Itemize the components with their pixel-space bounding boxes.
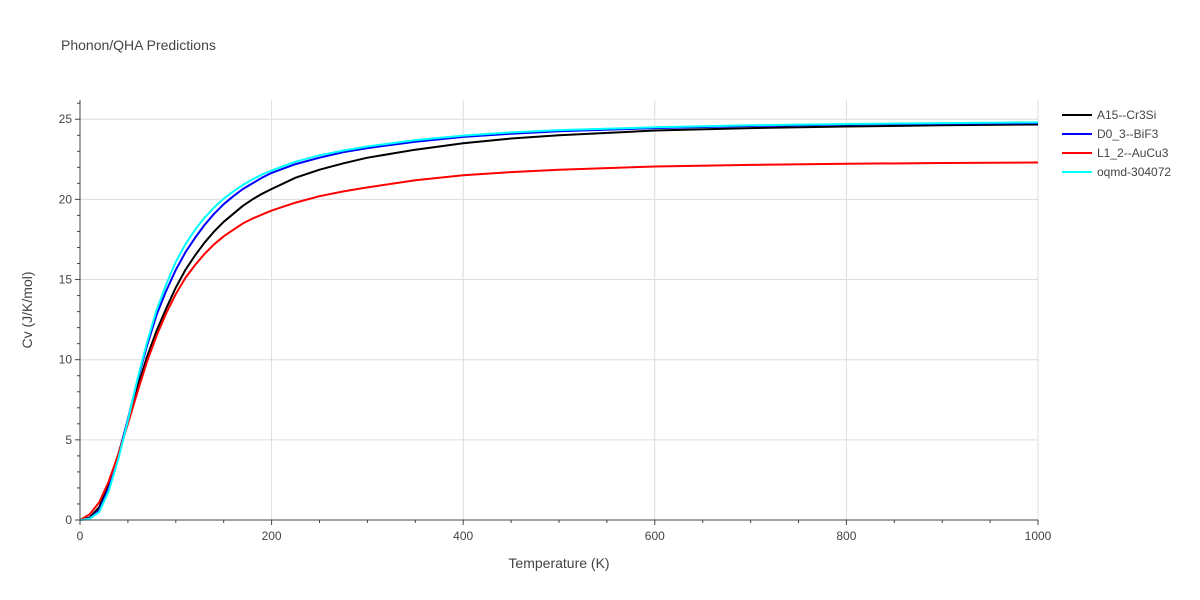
chart-title: Phonon/QHA Predictions [61,37,216,53]
y-tick-label: 25 [59,112,73,126]
series-line-oqmd-304072[interactable] [79,121,1039,521]
y-tick-label: 0 [65,513,72,527]
legend-label: A15--Cr3Si [1097,108,1156,122]
legend-label: D0_3--BiF3 [1097,127,1159,141]
series-line-l1-2-aucu3[interactable] [79,161,1039,521]
x-tick-label: 600 [645,529,665,543]
x-axis-title: Temperature (K) [508,555,609,571]
grid [80,100,1039,520]
x-tick-label: 400 [453,529,473,543]
legend-label: oqmd-304072 [1097,165,1171,179]
legend-item-l1-2-aucu3[interactable]: L1_2--AuCu3 [1062,146,1169,160]
y-axis-title: Cv (J/K/mol) [19,272,35,349]
y-tick-label: 5 [65,433,72,447]
x-tick-label: 0 [77,529,84,543]
legend-label: L1_2--AuCu3 [1097,146,1169,160]
x-tick-label: 800 [836,529,856,543]
y-axis-ticks: 0 5 10 15 20 25 [59,112,73,527]
x-tick-label: 1000 [1025,529,1052,543]
y-tick-label: 10 [59,353,73,367]
x-tick-label: 200 [262,529,282,543]
axes [75,100,1039,525]
legend-item-a15-cr3si[interactable]: A15--Cr3Si [1062,108,1156,122]
y-tick-label: 15 [59,273,73,287]
legend-item-d0-3-bif3[interactable]: D0_3--BiF3 [1062,127,1159,141]
x-axis-ticks: 0 200 400 600 800 1000 [77,529,1052,543]
series-lines[interactable] [79,121,1039,521]
y-tick-label: 20 [59,192,73,206]
legend[interactable]: A15--Cr3Si D0_3--BiF3 L1_2--AuCu3 oqmd-3040… [1062,108,1171,179]
legend-item-oqmd-304072[interactable]: oqmd-304072 [1062,165,1171,179]
